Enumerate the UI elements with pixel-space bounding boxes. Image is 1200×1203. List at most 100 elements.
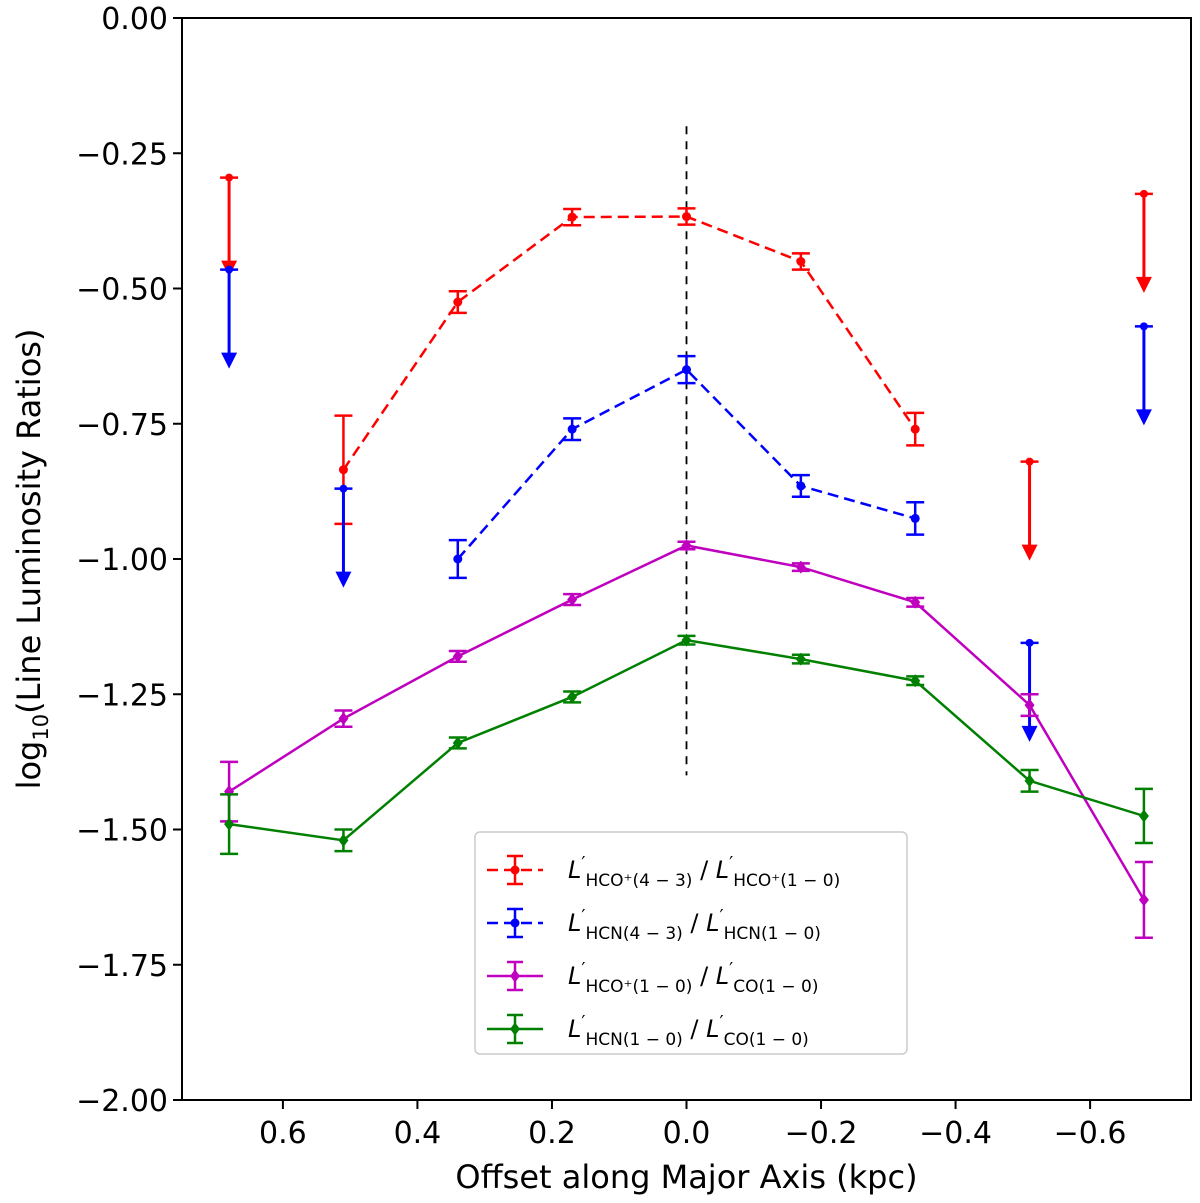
legend-entry: L′HCN(1 − 0) / L′CO(1 − 0) bbox=[487, 1012, 809, 1050]
data-point bbox=[567, 424, 577, 434]
legend-entry: L′HCN(4 − 3) / L′HCN(1 − 0) bbox=[487, 906, 821, 944]
legend-label: L′HCN(4 − 3) / L′HCN(1 − 0) bbox=[568, 906, 821, 944]
legend-label-part: L bbox=[568, 909, 581, 937]
legend-label-part: HCN(1 − 0) bbox=[585, 1030, 682, 1050]
legend-label-part: ′ bbox=[729, 853, 733, 874]
data-point bbox=[1024, 698, 1035, 712]
legend-label-part: L bbox=[706, 1015, 719, 1043]
y-tick-label: −0.25 bbox=[76, 137, 168, 172]
data-point bbox=[910, 595, 921, 609]
legend-label-part: HCO⁺(1 − 0) bbox=[733, 871, 840, 891]
upper-limit-point bbox=[1025, 457, 1034, 466]
x-tick-label: −0.6 bbox=[1054, 1116, 1127, 1151]
y-axis-title: log10(Line Luminosity Ratios) bbox=[10, 329, 53, 790]
legend-label-part: L bbox=[706, 909, 719, 937]
legend-label-part: L bbox=[568, 962, 581, 990]
x-tick-label: 0.2 bbox=[528, 1116, 576, 1151]
series-group bbox=[220, 538, 1153, 939]
upper-limit-point bbox=[339, 484, 348, 493]
upper-limit-point bbox=[1025, 638, 1034, 647]
legend-label-part: / bbox=[692, 856, 715, 884]
y-axis-title-prefix: log bbox=[10, 741, 48, 790]
legend-label: L′HCN(1 − 0) / L′CO(1 − 0) bbox=[568, 1012, 809, 1050]
data-point bbox=[224, 817, 235, 831]
data-point bbox=[1138, 893, 1149, 907]
y-tick-label: 0.00 bbox=[101, 2, 168, 37]
upper-limit-arrowhead bbox=[1021, 725, 1038, 742]
data-point bbox=[338, 712, 349, 726]
legend-label-part: L bbox=[568, 1015, 581, 1043]
data-point bbox=[1138, 809, 1149, 823]
upper-limit-arrowhead bbox=[221, 352, 238, 369]
data-point bbox=[910, 513, 920, 523]
data-point bbox=[795, 560, 806, 574]
y-tick-label: −1.00 bbox=[76, 543, 168, 578]
legend-label: L′HCO⁺(4 − 3) / L′HCO⁺(1 − 0) bbox=[568, 853, 840, 891]
legend-label-part: L bbox=[716, 962, 729, 990]
series-line bbox=[342, 215, 917, 471]
data-point bbox=[1024, 774, 1035, 788]
y-axis-title-subscript: 10 bbox=[29, 714, 53, 741]
y-tick-label: −2.00 bbox=[76, 1084, 168, 1119]
legend-label-part: CO(1 − 0) bbox=[733, 977, 818, 997]
upper-limit-arrowhead bbox=[1135, 276, 1152, 293]
data-point bbox=[452, 736, 463, 750]
series-group bbox=[220, 633, 1153, 856]
legend-label-part: ′ bbox=[720, 906, 724, 927]
data-point bbox=[567, 593, 578, 607]
x-tick-label: −0.2 bbox=[785, 1116, 858, 1151]
data-point bbox=[681, 538, 692, 552]
legend: L′HCO⁺(4 − 3) / L′HCO⁺(1 − 0) L′HCN(4 − 3… bbox=[474, 831, 908, 1055]
series-group bbox=[220, 173, 1153, 561]
legend-marker bbox=[510, 865, 520, 875]
data-point bbox=[453, 554, 463, 564]
y-tick-label: −0.50 bbox=[76, 273, 168, 308]
x-tick-label: 0.4 bbox=[394, 1116, 442, 1151]
y-tick-label: −1.75 bbox=[76, 949, 168, 984]
data-point bbox=[453, 297, 463, 307]
legend-label-part: ′ bbox=[581, 959, 585, 980]
data-point bbox=[796, 481, 806, 491]
upper-limit-arrowhead bbox=[1135, 409, 1152, 426]
data-point bbox=[338, 465, 348, 475]
upper-limit-arrowhead bbox=[1021, 544, 1038, 561]
legend-label-part: CO(1 − 0) bbox=[724, 1030, 809, 1050]
legend-label-part: ′ bbox=[729, 959, 733, 980]
data-point bbox=[910, 424, 920, 434]
data-point bbox=[338, 833, 349, 847]
legend-label-part: HCN(1 − 0) bbox=[724, 924, 821, 944]
axis-ticks: 0.6 0.4 0.2 0.0 −0.2 −0.4 −0.6 0.00 −0.25 −0.50 −0… bbox=[76, 2, 1126, 1151]
data-point bbox=[567, 212, 577, 222]
data-point bbox=[567, 690, 578, 704]
y-tick-label: −1.25 bbox=[76, 678, 168, 713]
upper-limit-point bbox=[225, 265, 234, 274]
legend-label-part: L bbox=[568, 856, 581, 884]
data-point bbox=[682, 365, 691, 375]
y-tick-label: −0.75 bbox=[76, 408, 168, 443]
legend-label-part: / bbox=[683, 909, 706, 937]
legend-label-part: HCO⁺(1 − 0) bbox=[585, 977, 692, 997]
legend-label-part: L bbox=[716, 856, 729, 884]
x-tick-label: −0.4 bbox=[919, 1116, 992, 1151]
data-point bbox=[681, 633, 692, 647]
legend-label-part: / bbox=[683, 1015, 706, 1043]
legend-marker bbox=[510, 969, 520, 983]
x-tick-label: 0.6 bbox=[259, 1116, 307, 1151]
upper-limit-point bbox=[225, 173, 234, 182]
legend-label-part: ′ bbox=[581, 1012, 585, 1033]
legend-label-part: ′ bbox=[581, 906, 585, 927]
data-point bbox=[682, 212, 691, 222]
legend-entry: L′HCO⁺(1 − 0) / L′CO(1 − 0) bbox=[487, 959, 818, 997]
legend-label-part: ′ bbox=[581, 853, 585, 874]
legend-box bbox=[474, 831, 908, 1055]
legend-label-part: ′ bbox=[720, 1012, 724, 1033]
legend-marker bbox=[510, 918, 520, 928]
legend-entry: L′HCO⁺(4 − 3) / L′HCO⁺(1 − 0) bbox=[487, 853, 840, 891]
legend-label: L′HCO⁺(1 − 0) / L′CO(1 − 0) bbox=[568, 959, 818, 997]
series-layer bbox=[220, 173, 1153, 939]
legend-marker bbox=[510, 1022, 520, 1036]
upper-limit-arrowhead bbox=[335, 571, 352, 588]
upper-limit-point bbox=[1139, 322, 1148, 331]
data-point bbox=[910, 674, 921, 688]
